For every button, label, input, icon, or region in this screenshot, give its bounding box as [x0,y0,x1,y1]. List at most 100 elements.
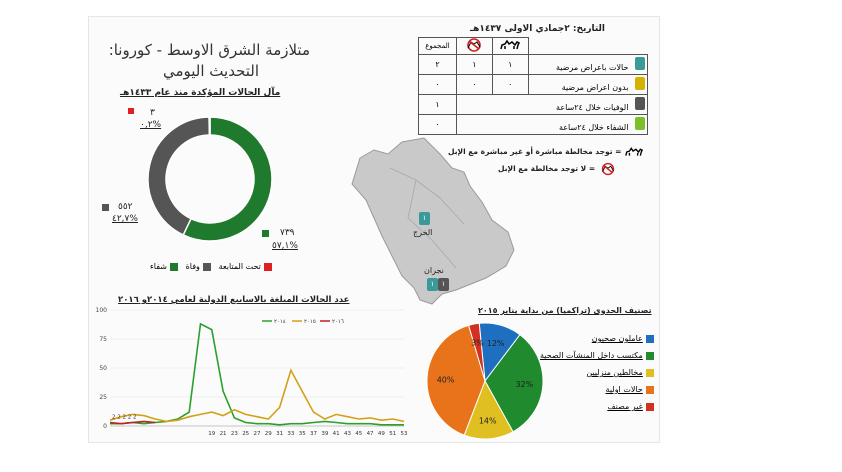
pie-slice-3 [426,324,486,436]
pie-label-3: 40% [437,375,455,384]
page-subtitle: التحديث اليومي [162,62,260,80]
y-tick-label: 0 [103,423,107,430]
y-tick-label: 25 [99,394,107,401]
y-tick-label: 100 [96,307,108,314]
no-camel-icon [467,38,482,52]
series-line-1 [109,368,405,423]
x-tick-label: 23 [231,431,238,437]
donut-green-pct: %٥٧,١ [272,241,298,251]
cell-no-contact: ٠ [455,74,493,95]
pie-legend-label: مكتسب داخل المنشآت الصحية [540,351,643,360]
legend-swatch [645,351,654,360]
row-label-text: الوفيات خلال ٢٤ساعة [556,103,629,112]
pie-legend-label: مخالطين منزليين [586,368,643,377]
badge-icon [635,117,645,130]
map-land [351,137,515,305]
cell-total: ١ [418,94,457,115]
pie-slice-4 [467,322,486,382]
x-tick-label: 27 [254,431,261,437]
row-label-asymptomatic: بدون اعراض مرضية [527,74,649,95]
legend-label-0: ٢٠١٤ [274,319,286,325]
line-chart: 0 25 50 75 100 19 21 23 25 27 29 31 33 35 37 39 41 43 45 47… [96,307,408,437]
camel-no-contact-header [455,37,493,55]
pie-legend-item: حالات اولية [540,385,654,394]
legend-swatch [263,262,272,271]
pie-legend-item: مكتسب داخل المنشآت الصحية [540,351,654,360]
donut-gray-count: ٥٥٢ [118,202,133,212]
legend-swatch [645,385,654,394]
camel-icon [500,39,521,50]
x-tick-label: 21 [220,431,227,437]
pie-legend-label: غير مصنف [607,402,643,411]
map-marker-najran: ١ [427,278,438,291]
no-camel-icon [601,162,614,176]
legend-no-contact: = لا توجد مخالطة مع الإبل [498,162,618,176]
pie-label-1: 32% [515,380,533,389]
x-tick-label: 39 [321,431,328,437]
x-tick-label: 35 [299,431,306,437]
row-label-deaths: الوفيات خلال ٢٤ساعة [455,94,649,115]
x-tick-label: 25 [242,431,249,437]
x-tick-label: 19 [208,431,215,437]
badge-icon [635,57,645,70]
legend-label-2: ٢٠١٦ [332,319,344,325]
x-tick-label: 51 [389,431,396,437]
donut-title: مآل الحالات المؤكدة منذ عام ١٤٣٣هـ [120,88,281,98]
badge-icon [635,97,645,110]
camel-contact-header [491,37,529,55]
series-line-2 [109,420,156,425]
map-label-najran: نجران [424,266,444,275]
cell-contact: ٠ [491,74,529,95]
series-line-0 [110,322,404,426]
cases-table: المجموع حالات باعراض مرضية ١ ١ ٢ بدون اع… [418,37,649,135]
red-marker [128,108,134,114]
pie-legend-label: حالات اولية [605,385,643,394]
pie-legend-item: عاملون صحيون [540,334,654,343]
legend-item-followup: تحت المتابعة [219,262,272,271]
zero-labels: 2 2 2 2 2 [112,415,137,421]
date-label: التاريخ: ٢جمادي الاولى ١٤٣٧هـ [470,24,606,34]
x-tick-label: 33 [287,431,294,437]
pie-slice-1 [484,334,544,433]
pie-label-4: 3% [471,338,484,347]
x-tick-label: 53 [401,431,408,437]
green-marker [262,230,269,237]
legend-swatch [645,334,654,343]
pie-legend-item: غير مصنف [540,402,654,411]
donut-legend: تحت المتابعة وفاة شفاء [150,262,272,271]
row-label-text: الشفاء خلال ٢٤ساعة [558,123,629,132]
legend-swatch [645,368,654,377]
cell-total: ٢ [418,54,457,75]
legend-item-death: وفاة [186,262,211,271]
page-title: متلازمة الشرق الاوسط - كورونا: [108,41,310,59]
pie-legend-item: مخالطين منزليين [540,368,654,377]
legend-swatch [645,402,654,411]
map-marker-najran-death: ١ [438,278,449,291]
legend-label-1: ٢٠١٥ [304,319,316,325]
row-label-recovered: الشفاء خلال ٢٤ساعة [455,114,649,135]
pie-chart: 12% 32% 14% 40% 3% [426,322,544,440]
x-tick-label: 31 [276,431,283,437]
map-marker-kharj: ١ [419,212,430,225]
total-header: المجموع [418,37,457,55]
pie-legend-label: عاملون صحيون [591,334,643,343]
donut-gray-pct: %٤٢,٧ [112,214,138,224]
legend-item-recovery: شفاء [150,262,178,271]
x-tick-label: 47 [367,431,374,437]
x-tick-label: 29 [265,431,272,437]
gray-marker [102,204,109,211]
pie-label-0: 12% [487,339,505,348]
saudi-map [351,137,515,305]
map-borders [389,167,465,269]
donut-green-count: ٧٣٩ [280,228,295,238]
camel-icon [625,147,644,156]
x-tick-label: 43 [344,431,351,437]
y-tick-label: 75 [99,336,107,343]
line-chart-title: عدد الحالات المبلغة بالاسابيع الدولية لع… [118,295,350,305]
legend-swatch [169,262,178,271]
legend-contact: = توجد مخالطة مباشرة أو غير مباشرة مع ال… [448,146,644,158]
donut-slice-1 [147,116,211,236]
donut-slice-0 [182,116,273,242]
pie-legend: عاملون صحيون مكتسب داخل المنشآت الصحية مخا… [540,334,654,419]
